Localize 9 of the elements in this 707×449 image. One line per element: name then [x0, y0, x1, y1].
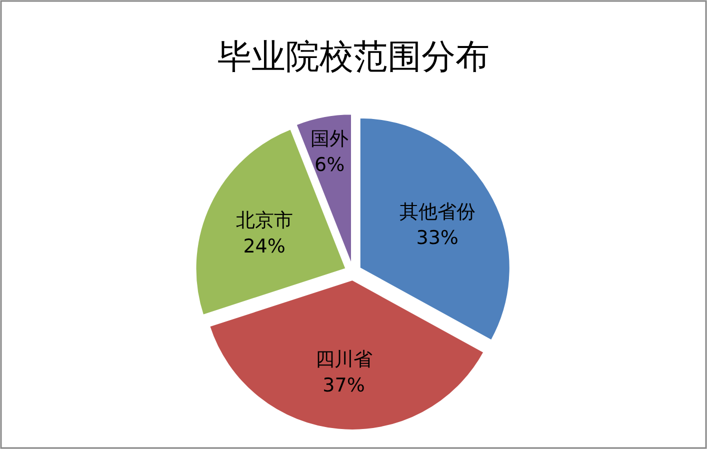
slice-label: 其他省份	[399, 201, 476, 224]
data-label: 24%	[243, 235, 286, 258]
slice-label: 国外	[310, 128, 349, 150]
data-label: 6%	[314, 154, 345, 176]
chart-title: 毕业院校范围分布	[218, 37, 490, 77]
data-label: 33%	[416, 227, 458, 250]
data-label: 37%	[322, 374, 365, 397]
slice-label: 北京市	[236, 209, 293, 232]
slice-label: 四川省	[315, 348, 372, 371]
